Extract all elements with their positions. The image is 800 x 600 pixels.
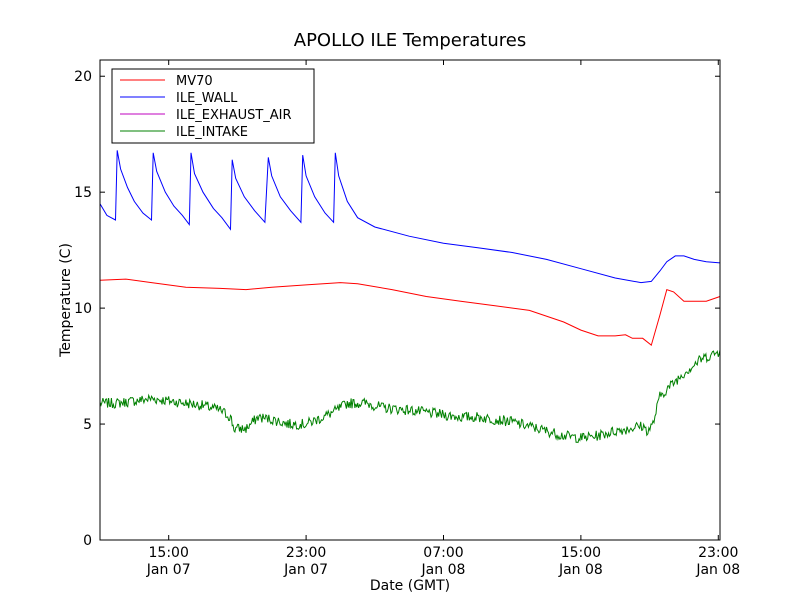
legend-label-ile-exhaust-air: ILE_EXHAUST_AIR — [176, 108, 292, 123]
x-tick-label-date: Jan 07 — [283, 562, 328, 578]
y-tick-label: 20 — [74, 69, 92, 85]
y-tick-label: 0 — [83, 533, 92, 549]
series-layer — [99, 150, 721, 444]
series-line-ile-intake — [99, 349, 721, 444]
x-tick-label-date: Jan 08 — [558, 562, 603, 578]
series-line-ile-wall — [99, 150, 721, 284]
plot-border — [99, 59, 721, 541]
x-tick-label-time: 15:00 — [561, 545, 601, 561]
series-line-mv70 — [99, 278, 721, 347]
x-tick-label-time: 23:00 — [286, 545, 326, 561]
y-axis-ticks: 0 5 10 15 20 — [74, 69, 720, 549]
y-axis-label: Temperature (C) — [58, 243, 74, 358]
legend-label-mv70: MV70 — [176, 74, 213, 89]
legend-label-ile-intake: ILE_INTAKE — [176, 125, 248, 140]
legend: MV70 ILE_WALL ILE_EXHAUST_AIR ILE_INTAKE — [111, 68, 315, 144]
x-tick-label-date: Jan 08 — [695, 562, 740, 578]
x-tick-label-time: 23:00 — [698, 545, 738, 561]
y-tick-label: 10 — [74, 301, 92, 317]
x-tick-label-date: Jan 07 — [146, 562, 191, 578]
x-tick-label-time: 15:00 — [149, 545, 189, 561]
chart-title: APOLLO ILE Temperatures — [294, 30, 526, 51]
y-tick-label: 15 — [74, 185, 92, 201]
legend-label-ile-wall: ILE_WALL — [176, 91, 238, 106]
x-axis-label: Date (GMT) — [370, 578, 450, 594]
x-tick-label-time: 07:00 — [423, 545, 463, 561]
x-tick-label-date: Jan 08 — [421, 562, 466, 578]
y-tick-label: 5 — [83, 417, 92, 433]
